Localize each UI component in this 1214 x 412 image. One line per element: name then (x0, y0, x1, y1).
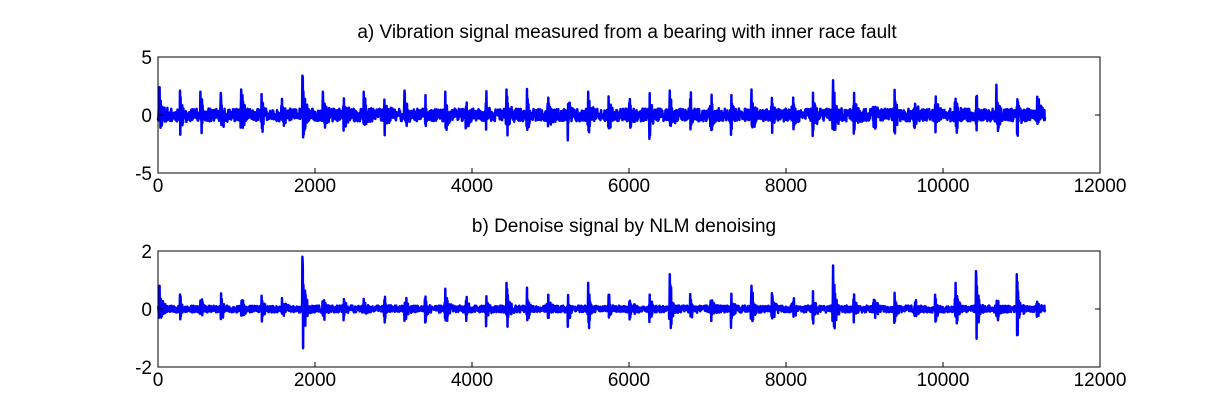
x-tick-label: 4000 (451, 370, 493, 391)
x-tick-label: 2000 (294, 370, 336, 391)
signal-trace (156, 255, 1047, 350)
y-tick-label: 0 (141, 300, 152, 321)
panel-b-title: b) Denoise signal by NLM denoising (472, 216, 776, 237)
y-tick-label: 5 (141, 48, 152, 69)
y-tick-label: 0 (141, 106, 152, 127)
y-tick-label: -5 (135, 164, 152, 185)
panel-a-plot-area (156, 74, 1047, 142)
x-tick-label: 6000 (608, 370, 650, 391)
x-tick-label: 0 (153, 370, 164, 391)
x-tick-label: 4000 (451, 176, 493, 197)
x-tick-label: 6000 (608, 176, 650, 197)
x-tick-label: 12000 (1074, 370, 1127, 391)
panel-b: b) Denoise signal by NLM denoising 0 2000… (135, 216, 1126, 391)
panel-a: a) Vibration signal measured from a bear… (135, 22, 1126, 197)
x-tick-label: 0 (153, 176, 164, 197)
signal-trace (156, 74, 1047, 142)
x-tick-label: 12000 (1074, 176, 1127, 197)
panel-b-plot-area (156, 255, 1047, 350)
panel-a-title: a) Vibration signal measured from a bear… (357, 22, 897, 43)
x-tick-label: 8000 (765, 370, 807, 391)
y-tick-label: -2 (135, 358, 152, 379)
x-tick-label: 10000 (917, 176, 970, 197)
y-tick-label: 2 (141, 242, 152, 263)
x-tick-label: 2000 (294, 176, 336, 197)
x-tick-label: 8000 (765, 176, 807, 197)
x-tick-label: 10000 (917, 370, 970, 391)
